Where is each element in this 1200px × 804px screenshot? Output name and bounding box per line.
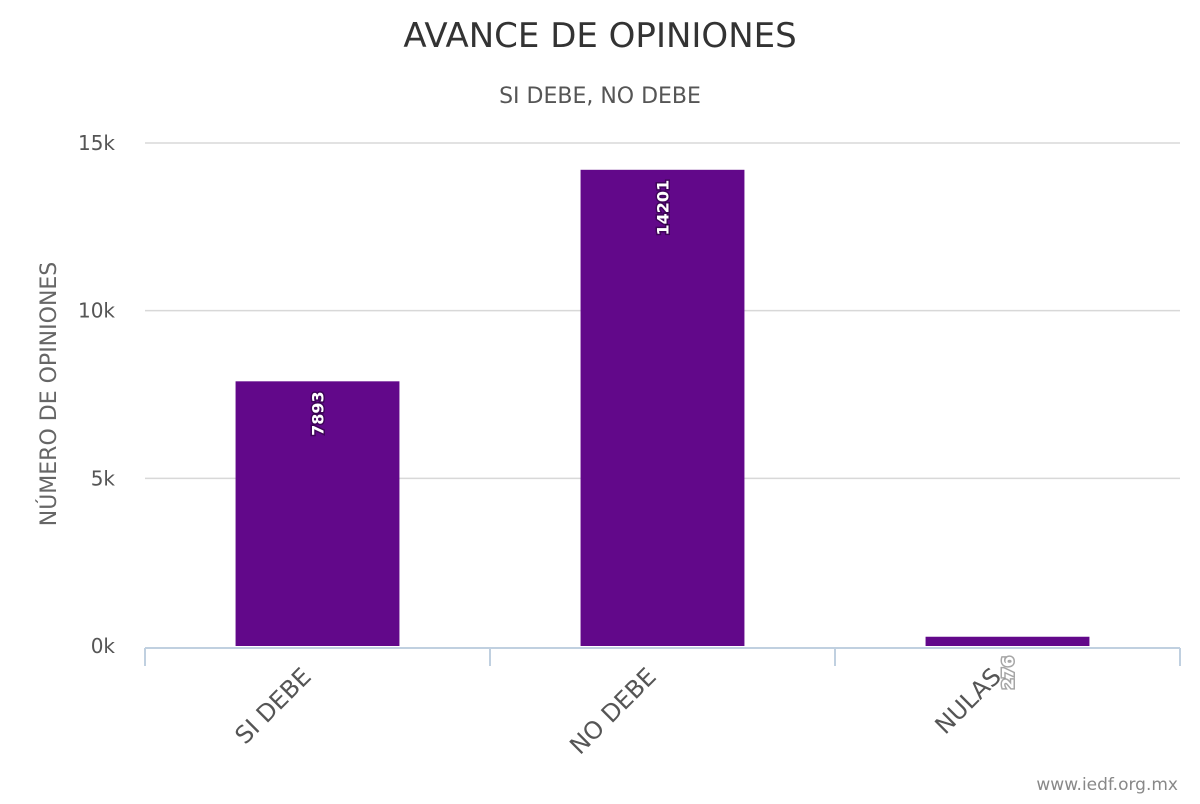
y-axis-title: NÚMERO DE OPINIONES <box>36 262 62 527</box>
x-tick-label: NULAS <box>930 662 1007 739</box>
data-label: 14201 <box>654 180 673 236</box>
bar <box>235 381 400 646</box>
data-label-shadow: 276 <box>999 656 1018 689</box>
y-tick-label: 0k <box>91 634 116 658</box>
data-label-shadow: 7893 <box>309 391 328 436</box>
data-label: 276 <box>999 656 1018 689</box>
chart-subtitle: SI DEBE, NO DEBE <box>499 84 701 109</box>
y-tick-label: 5k <box>91 466 116 490</box>
bar <box>925 636 1090 646</box>
x-tick-label: NO DEBE <box>564 662 661 759</box>
data-label-shadow: 14201 <box>654 180 673 236</box>
bar <box>580 169 745 646</box>
y-tick-label: 10k <box>78 299 115 323</box>
x-axis: SI DEBE NO DEBE NULAS <box>144 647 1181 760</box>
chart-title: AVANCE DE OPINIONES <box>403 16 796 56</box>
x-tick-label: SI DEBE <box>230 662 317 749</box>
bars <box>235 169 1090 646</box>
chart-credit[interactable]: www.iedf.org.mx <box>1036 775 1178 795</box>
data-label: 7893 <box>309 391 328 436</box>
y-tick-label: 15k <box>78 131 115 155</box>
